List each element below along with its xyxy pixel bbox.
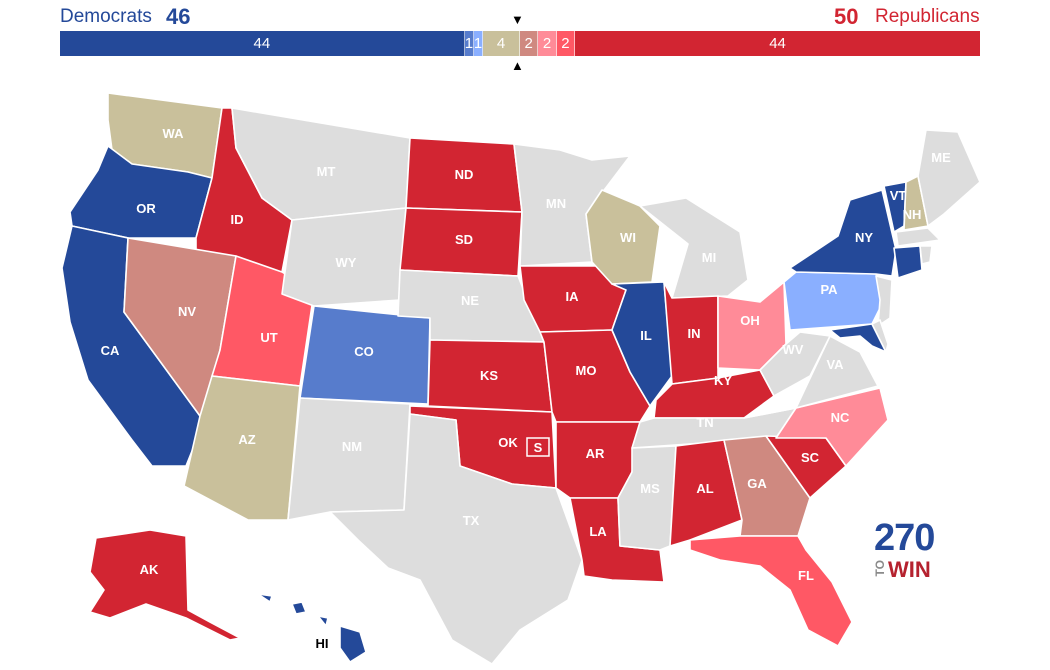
seat-balance-bar: 44 1 1 4 2 2 2 44 [60,31,980,56]
state-label-az: AZ [238,432,255,447]
state-label-ia: IA [566,289,580,304]
state-label-oh: OH [740,313,760,328]
state-label-nd: ND [455,167,474,182]
state-label-tn: TN [696,415,713,430]
bar-segment: 44 [575,31,980,56]
state-label-ok: OK [498,435,518,450]
state-label-nm: NM [342,439,362,454]
bar-segment: 2 [538,31,557,56]
state-label-nh: NH [903,207,922,222]
bar-segment: 4 [483,31,520,56]
state-pa[interactable] [783,271,885,331]
bar-segment: 2 [519,31,539,56]
state-label-mt: MT [317,164,336,179]
logo-to: TO [873,560,887,577]
state-tx[interactable] [329,413,583,665]
state-label-al: AL [696,481,713,496]
state-al[interactable] [669,439,743,547]
state-label-va: VA [826,357,844,372]
state-wv[interactable] [759,331,831,397]
state-ny[interactable] [789,189,897,277]
state-nj[interactable] [875,275,893,327]
state-hi[interactable] [257,593,367,663]
democrats-total: 46 [166,4,191,29]
state-label-vt: VT [890,188,907,203]
logo-number: 270 [874,517,935,559]
state-label-ak: AK [140,562,159,577]
state-va[interactable] [743,335,879,419]
bar-segment: 2 [556,31,576,56]
state-label-ky: KY [714,373,732,388]
senate-balance-header: Democrats 46 50 Republicans [0,0,1050,30]
republicans-total: 50 [834,4,859,29]
state-label-wy: WY [336,255,357,270]
state-label-nv: NV [178,304,196,319]
logo-win: WIN [888,557,931,582]
state-label-mo: MO [576,363,597,378]
state-label-nc: NC [831,410,850,425]
state-label-ms: MS [640,481,660,496]
state-label-ne: NE [461,293,479,308]
state-ma[interactable] [895,227,941,247]
state-label-sc: SC [801,450,820,465]
state-label-ca: CA [101,343,120,358]
state-label-wi: WI [620,230,636,245]
special-election-box [526,437,550,457]
state-label-or: OR [136,201,156,216]
state-label-mi: MI [702,250,716,265]
state-ri[interactable] [919,245,933,265]
state-label-pa: PA [820,282,838,297]
state-label-id: ID [231,212,244,227]
state-label-in: IN [688,326,701,341]
state-or[interactable] [69,145,213,239]
state-label-wa: WA [163,126,185,141]
state-label-ut: UT [260,330,277,345]
state-label-mn: MN [546,196,566,211]
bar-segment: 1 [465,31,474,56]
state-label-hi: HI [316,636,329,651]
state-label-ga: GA [747,476,767,491]
state-label-sd: SD [455,232,473,247]
state-mi[interactable] [639,197,749,299]
state-label-la: LA [589,524,607,539]
state-nm[interactable] [287,397,411,521]
state-label-tx: TX [463,513,480,528]
republicans-label: Republicans [875,6,980,27]
democrats-label: Democrats [60,6,152,27]
special-election-marker: S [534,440,543,455]
majority-marker-down-icon: ▼ [511,12,524,27]
state-az[interactable] [183,375,301,521]
state-label-ny: NY [855,230,873,245]
state-de[interactable] [871,319,889,353]
state-label-co: CO [354,344,374,359]
bar-segment: 44 [60,31,465,56]
state-me[interactable] [917,129,981,227]
state-wi[interactable] [585,189,661,285]
state-label-ks: KS [480,368,498,383]
state-ct[interactable] [893,245,923,279]
majority-marker-up-icon: ▲ [511,58,524,73]
state-label-me: ME [931,150,951,165]
state-wy[interactable] [281,207,407,307]
state-label-il: IL [640,328,652,343]
state-label-fl: FL [798,568,814,583]
state-fl[interactable] [689,535,853,647]
bar-segment: 1 [474,31,484,56]
270towin-logo[interactable]: 270 TO WIN [872,518,942,584]
state-label-ar: AR [586,446,605,461]
state-label-wv: WV [783,342,804,357]
state-ak[interactable] [89,529,241,641]
